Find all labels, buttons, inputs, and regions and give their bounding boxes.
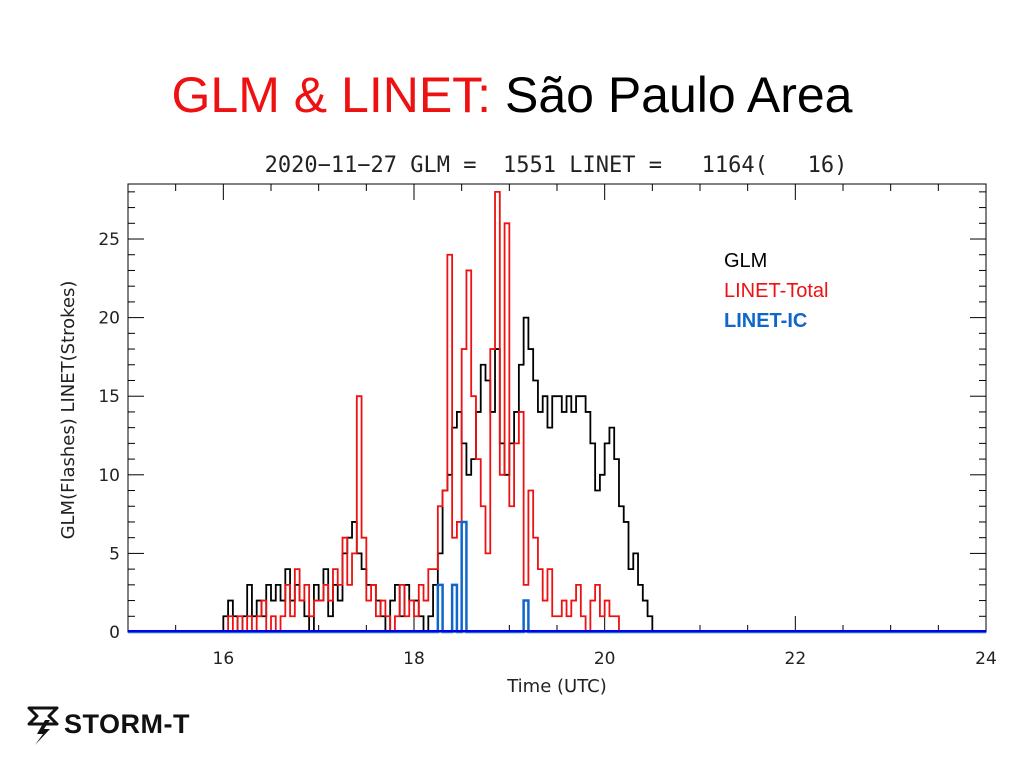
chart: 2020−11−27 GLM = 1551 LINET = 1164( 16) … bbox=[58, 153, 997, 697]
series-line-linet_total bbox=[128, 190, 986, 633]
storm-cloud-lightning-icon bbox=[26, 702, 60, 746]
legend-item-linet-total: LINET-Total bbox=[724, 280, 829, 302]
series-line-glm bbox=[128, 316, 986, 633]
x-tick-label: 24 bbox=[975, 649, 997, 669]
y-axis-ticks: 0 5 10 15 20 25 bbox=[98, 191, 986, 643]
plot-frame bbox=[127, 183, 987, 633]
legend: GLM LINET-Total LINET-IC bbox=[724, 246, 828, 336]
slide-title: GLM & LINET: São Paulo Area bbox=[0, 62, 1024, 128]
y-tick-label: 20 bbox=[98, 309, 120, 329]
y-tick-label: 15 bbox=[98, 387, 120, 407]
legend-item-glm: GLM bbox=[724, 250, 768, 272]
y-tick-label: 5 bbox=[109, 544, 120, 564]
x-tick-label: 18 bbox=[403, 649, 425, 669]
x-tick-label: 22 bbox=[785, 649, 807, 669]
logo-text: STORM-T bbox=[64, 708, 190, 739]
x-tick-label: 20 bbox=[594, 649, 616, 669]
storm-t-logo: STORM-T bbox=[26, 702, 190, 746]
y-tick-label: 0 bbox=[109, 623, 120, 643]
slide-title-rest: São Paulo Area bbox=[504, 67, 853, 123]
x-tick-label: 16 bbox=[213, 649, 235, 669]
y-tick-label: 10 bbox=[98, 466, 120, 486]
chart-title: 2020−11−27 GLM = 1551 LINET = 1164( 16) bbox=[265, 153, 848, 178]
y-axis-label: GLM(Flashes) LINET(Strokes) bbox=[58, 281, 79, 540]
slide-title-accent: GLM & LINET: bbox=[171, 67, 492, 123]
series-layer bbox=[128, 190, 986, 634]
y-tick-label: 25 bbox=[98, 230, 120, 250]
x-axis-label: Time (UTC) bbox=[506, 676, 607, 697]
x-axis-ticks: 16 18 20 22 24 bbox=[127, 184, 997, 669]
legend-item-linet-ic: LINET-IC bbox=[724, 310, 808, 332]
